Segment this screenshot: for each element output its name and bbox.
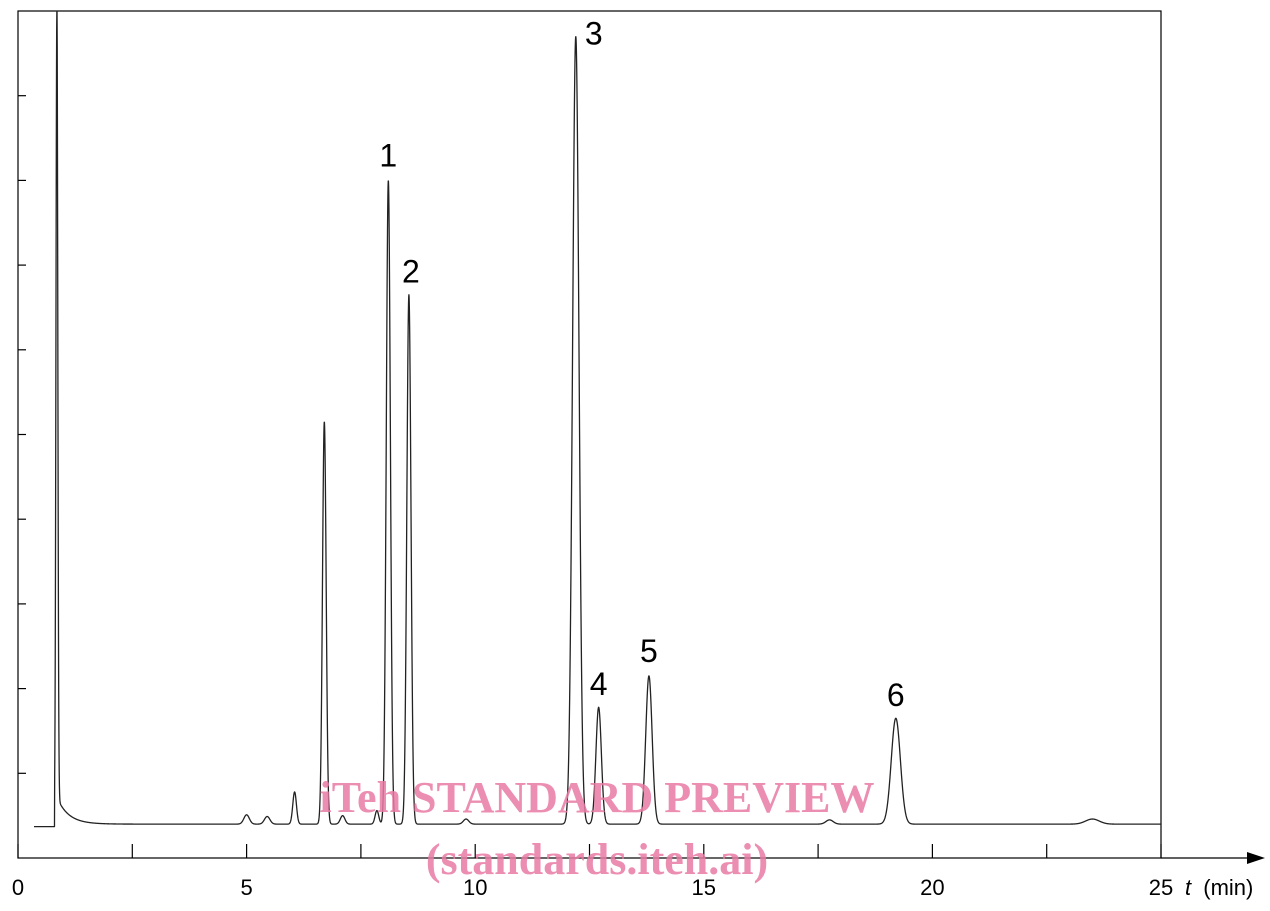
peak-labels: 1 2 3 45 6 — [379, 15, 904, 713]
x-tick-label-5: 25 — [1149, 875, 1173, 900]
peak-label-3: 3 — [585, 15, 603, 51]
plot-frame — [17, 10, 1162, 859]
x-tick-label-0: 0 — [12, 875, 24, 900]
peak-label-6: 6 — [887, 677, 905, 713]
x-tick-label-3: 15 — [692, 875, 716, 900]
peak-label-1: 1 — [379, 137, 397, 173]
peak-label-4: 4 — [590, 666, 608, 702]
watermark-line2: (standards.iteh.ai) — [426, 835, 768, 884]
x-tick-label-4: 20 — [920, 875, 944, 900]
watermark-line1: iTeh STANDARD PREVIEW — [320, 773, 875, 822]
x-axis-unit: (min) — [1203, 875, 1253, 900]
x-axis-tick-labels: 0 5 10 15 20 25 — [12, 875, 1173, 900]
peak-label-2: 2 — [402, 254, 420, 290]
chromatogram-trace — [33, 10, 1162, 828]
x-axis-arrowhead — [1247, 852, 1265, 864]
x-axis-ticks — [17, 844, 1162, 858]
x-axis-label: t (min) — [1185, 875, 1253, 900]
y-axis-ticks — [18, 95, 26, 774]
x-axis-symbol: t — [1185, 875, 1192, 900]
x-tick-label-1: 5 — [240, 875, 252, 900]
peak-label-5: 5 — [640, 633, 658, 669]
x-tick-label-2: 10 — [463, 875, 487, 900]
